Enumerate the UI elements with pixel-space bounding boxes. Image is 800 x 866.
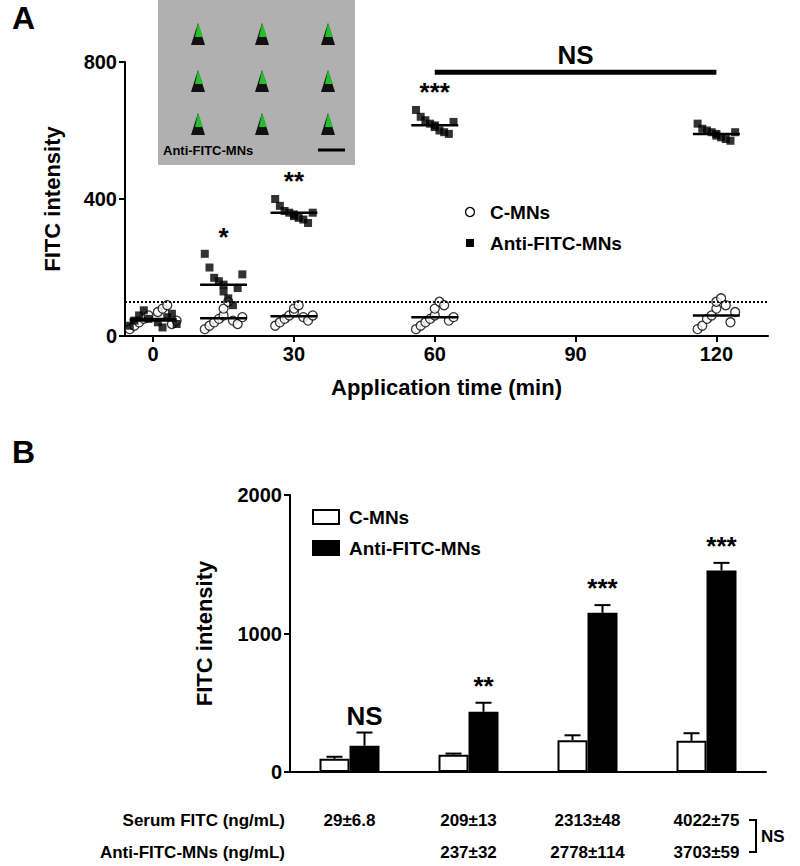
svg-text:Serum FITC (ng/mL): Serum FITC (ng/mL) — [123, 811, 285, 830]
svg-text:30: 30 — [283, 343, 305, 365]
svg-text:800: 800 — [84, 51, 117, 73]
svg-text:NS: NS — [761, 827, 785, 846]
svg-text:400: 400 — [84, 188, 117, 210]
svg-text:***: *** — [706, 531, 737, 561]
svg-text:Anti-FITC-MNs (ng/mL): Anti-FITC-MNs (ng/mL) — [100, 843, 285, 862]
svg-text:0: 0 — [271, 761, 282, 783]
svg-text:3703±59: 3703±59 — [673, 843, 739, 862]
svg-text:NS: NS — [346, 701, 382, 731]
svg-text:2000: 2000 — [238, 484, 283, 506]
svg-text:2778±114: 2778±114 — [550, 843, 625, 862]
svg-text:Anti-FITC-MNs: Anti-FITC-MNs — [490, 233, 622, 254]
svg-text:209±13: 209±13 — [440, 811, 497, 830]
svg-text:0: 0 — [148, 343, 159, 365]
svg-text:***: *** — [587, 573, 618, 603]
svg-text:Anti-FITC-MNs: Anti-FITC-MNs — [163, 143, 253, 158]
svg-text:C-MNs: C-MNs — [349, 507, 409, 528]
svg-text:FITC intensity: FITC intensity — [192, 560, 217, 706]
svg-text:1000: 1000 — [238, 623, 283, 645]
svg-text:*: * — [218, 222, 229, 252]
svg-text:**: ** — [473, 671, 494, 701]
svg-text:2313±48: 2313±48 — [554, 811, 620, 830]
svg-text:C-MNs: C-MNs — [490, 202, 550, 223]
svg-text:FITC intensity: FITC intensity — [40, 126, 65, 272]
svg-text:NS: NS — [558, 40, 594, 70]
svg-text:90: 90 — [564, 343, 586, 365]
svg-text:120: 120 — [700, 343, 733, 365]
svg-text:Application time (min): Application time (min) — [331, 375, 562, 400]
svg-text:***: *** — [420, 77, 451, 107]
svg-text:4022±75: 4022±75 — [673, 811, 739, 830]
svg-text:**: ** — [284, 166, 305, 196]
svg-text:B: B — [12, 434, 35, 470]
svg-text:237±32: 237±32 — [440, 843, 497, 862]
svg-text:A: A — [12, 0, 35, 36]
svg-text:60: 60 — [424, 343, 446, 365]
svg-text:29±6.8: 29±6.8 — [324, 811, 376, 830]
svg-text:0: 0 — [106, 325, 117, 347]
svg-text:Anti-FITC-MNs: Anti-FITC-MNs — [349, 538, 481, 559]
